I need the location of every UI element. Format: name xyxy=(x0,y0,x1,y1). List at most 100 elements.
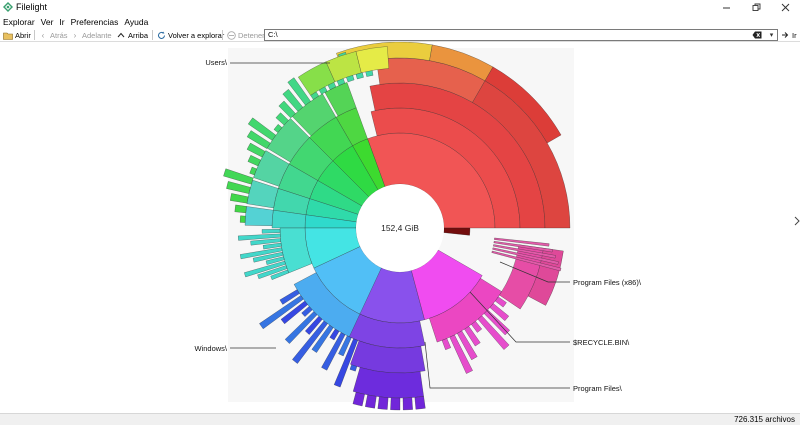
subfolder-segment[interactable] xyxy=(491,250,562,272)
subfolder-segment[interactable] xyxy=(246,130,271,149)
label-program-files-x86[interactable]: Program Files (x86)\ xyxy=(573,278,642,287)
subfolder-segment[interactable] xyxy=(449,334,473,374)
menu-ver[interactable]: Ver xyxy=(40,16,54,27)
folder-segment[interactable] xyxy=(244,206,274,227)
subfolder-segment[interactable] xyxy=(493,240,553,253)
filelight-logo-icon xyxy=(3,2,13,12)
windows-subsegment[interactable] xyxy=(321,332,346,371)
forward-button[interactable]: › Adelante xyxy=(70,29,112,41)
go-button[interactable]: Ir xyxy=(780,29,797,41)
subfolder-segment[interactable] xyxy=(471,320,483,333)
collapse-arrow-icon[interactable] xyxy=(794,216,800,226)
windows-subsegment[interactable] xyxy=(280,300,309,325)
subfolder-segment[interactable] xyxy=(477,315,510,351)
back-button[interactable]: ‹ Atrás xyxy=(38,29,68,41)
subfolder-segment[interactable] xyxy=(262,242,282,250)
subfolder-segment[interactable] xyxy=(494,237,550,247)
menu-ir[interactable]: Ir xyxy=(59,16,65,27)
windows-subsegment[interactable] xyxy=(291,320,328,364)
subfolder-segment[interactable] xyxy=(287,77,312,106)
program-files-subsegment[interactable] xyxy=(402,397,413,411)
recycle-bin-segment[interactable] xyxy=(443,227,471,236)
subfolder-segment[interactable] xyxy=(239,247,283,260)
chevron-up-icon xyxy=(116,30,126,40)
program-files-subsegment[interactable] xyxy=(390,397,401,411)
subfolder-segment[interactable] xyxy=(243,260,286,278)
windows-subsegment[interactable] xyxy=(301,306,313,318)
subfolder-segment[interactable] xyxy=(273,123,283,133)
subfolder-segment[interactable] xyxy=(278,100,296,119)
stop-button[interactable]: Detener xyxy=(226,29,265,41)
close-button[interactable] xyxy=(771,0,799,15)
label-program-files[interactable]: Program Files\ xyxy=(573,384,623,393)
subfolder-segment[interactable] xyxy=(257,265,288,280)
windows-subsegment[interactable] xyxy=(304,315,323,335)
subfolder-segment[interactable] xyxy=(223,168,254,185)
subfolder-segment[interactable] xyxy=(456,330,478,361)
label-users[interactable]: Users\ xyxy=(205,58,228,67)
subfolder-segment[interactable] xyxy=(492,247,559,265)
subfolder-segment[interactable] xyxy=(261,229,281,234)
program-files-subsegment[interactable] xyxy=(377,396,389,410)
leader-lines xyxy=(230,62,570,389)
map-segments[interactable] xyxy=(223,42,571,411)
windows-subsegment[interactable] xyxy=(284,311,318,345)
minimize-button[interactable] xyxy=(712,0,740,15)
windows-subsegment[interactable] xyxy=(279,289,300,305)
clear-input-icon[interactable] xyxy=(752,31,762,39)
open-button[interactable]: Abrir xyxy=(3,29,31,41)
menu-bar: Explorar Ver Ir Preferencias Ayuda xyxy=(0,15,800,28)
toolbar-divider xyxy=(34,30,35,40)
subfolder-segment[interactable] xyxy=(492,244,556,259)
toolbar-divider xyxy=(152,30,153,40)
subfolder-segment[interactable] xyxy=(249,166,258,176)
toolbar-divider xyxy=(222,30,223,40)
forward-label: Adelante xyxy=(82,30,112,40)
file-count: 726.315 archivos xyxy=(734,415,795,424)
up-button[interactable]: Arriba xyxy=(116,29,148,41)
toolbar: Abrir ‹ Atrás › Adelante Arriba Volver a… xyxy=(0,28,800,42)
subfolder-segment[interactable] xyxy=(247,117,277,141)
center-disc[interactable] xyxy=(356,184,444,272)
subfolder-segment[interactable] xyxy=(226,181,251,194)
subfolder-segment[interactable] xyxy=(464,325,481,347)
subfolder-segment[interactable] xyxy=(252,251,284,263)
label-windows[interactable]: Windows\ xyxy=(194,344,227,353)
subfolder-segment[interactable] xyxy=(494,296,507,308)
subfolder-segment[interactable] xyxy=(275,112,289,126)
program-files-subsegment[interactable] xyxy=(414,396,426,410)
subfolder-segment[interactable] xyxy=(247,154,262,167)
folder-icon xyxy=(3,30,13,40)
subfolder-segment[interactable] xyxy=(229,193,249,204)
subfolder-segment[interactable] xyxy=(250,238,282,246)
subfolder-segment[interactable] xyxy=(246,142,266,158)
path-input[interactable]: C:\ xyxy=(264,29,778,41)
users-subsegment[interactable] xyxy=(484,66,562,144)
subfolder-segment[interactable] xyxy=(237,233,281,241)
subfolder-segment[interactable] xyxy=(489,303,510,322)
subfolder-segment[interactable] xyxy=(441,338,452,351)
menu-preferencias[interactable]: Preferencias xyxy=(70,16,119,27)
stop-icon xyxy=(226,30,236,40)
menu-explorar[interactable]: Explorar xyxy=(3,16,35,27)
folder-segment[interactable] xyxy=(253,150,290,187)
windows-subsegment[interactable] xyxy=(259,295,304,330)
label-recycle-bin[interactable]: $RECYCLE.BIN\ xyxy=(573,338,630,347)
windows-subsegment[interactable] xyxy=(311,324,334,353)
program-files-subsegment[interactable] xyxy=(364,394,377,409)
folder-segment[interactable] xyxy=(246,179,279,209)
subfolder-segment[interactable] xyxy=(234,204,247,214)
chevron-down-icon[interactable]: ▾ xyxy=(769,32,774,39)
subfolder-segment[interactable] xyxy=(270,269,290,281)
restore-button[interactable] xyxy=(742,0,770,15)
program-files-subsegment[interactable] xyxy=(352,391,365,407)
windows-subsegment[interactable] xyxy=(329,328,340,341)
rescan-button[interactable]: Volver a explorar xyxy=(156,29,224,41)
subfolder-segment[interactable] xyxy=(239,215,246,223)
radial-map[interactable]: 152,4 GiB Users\ Program Files (x86)\ $R… xyxy=(0,42,800,413)
menu-ayuda[interactable]: Ayuda xyxy=(124,16,149,27)
subfolder-segment[interactable] xyxy=(265,256,285,265)
subfolder-segment[interactable] xyxy=(355,46,390,74)
subfolder-segment[interactable] xyxy=(282,88,304,112)
refresh-icon xyxy=(156,30,166,40)
